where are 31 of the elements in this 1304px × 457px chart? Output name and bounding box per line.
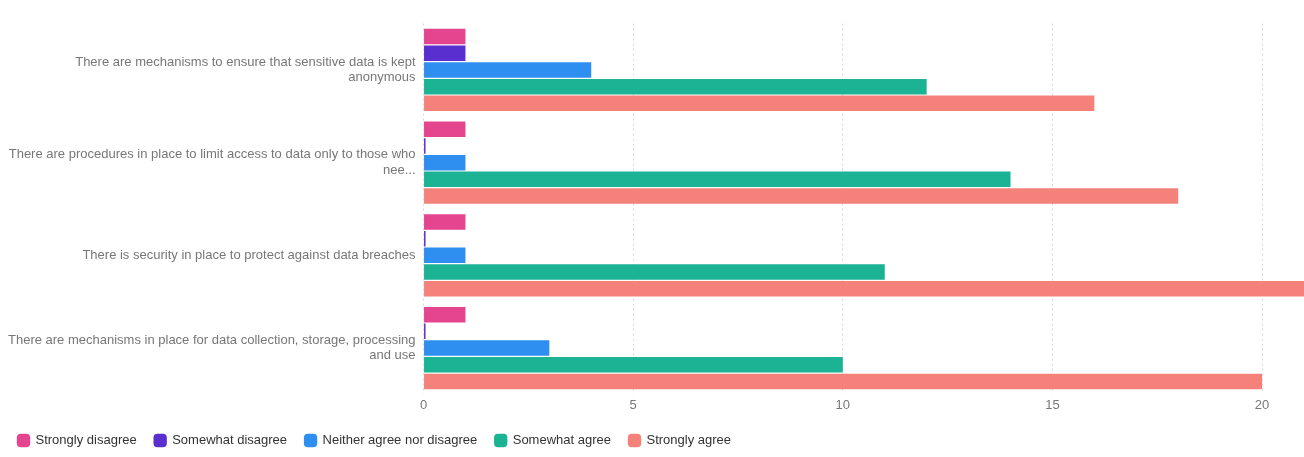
bar xyxy=(424,45,466,62)
bar xyxy=(424,121,466,138)
legend-label: Strongly agree xyxy=(646,432,732,448)
bar xyxy=(424,188,1179,204)
bar xyxy=(424,62,592,78)
bar xyxy=(424,306,466,323)
legend-label: Somewhat disagree xyxy=(172,432,288,448)
x-tick-label: 0 xyxy=(419,396,428,412)
bar xyxy=(424,28,466,45)
bar xyxy=(424,154,466,171)
bar xyxy=(424,214,466,230)
x-tick-label: 15 xyxy=(1045,396,1060,412)
bar xyxy=(424,95,1095,112)
x-tick-label: 5 xyxy=(629,396,637,412)
legend-label: Neither agree nor disagree xyxy=(322,432,478,448)
bar xyxy=(424,356,843,373)
bar xyxy=(424,280,1304,297)
legend-label: Strongly disagree xyxy=(35,432,137,448)
y-tick-label: There is security in place to protect against data breaches xyxy=(82,246,417,262)
x-tick-label: 20 xyxy=(1254,396,1270,412)
legend-label: Somewhat agree xyxy=(512,432,611,448)
y-tick-label: There are procedures in place to limit access to data only to those who nee... xyxy=(8,146,416,178)
bar xyxy=(424,373,1263,390)
x-tick-label: 10 xyxy=(835,396,851,412)
bar xyxy=(424,78,927,95)
y-tick-label: There are mechanisms in place for data collection, storage, processing and use xyxy=(7,331,416,363)
bar xyxy=(424,264,885,280)
y-tick-label: There are mechanisms to ensure that sensitive data is kept anonymous xyxy=(75,53,417,85)
bar xyxy=(424,340,550,356)
bar xyxy=(424,247,466,264)
bar xyxy=(424,171,1011,188)
